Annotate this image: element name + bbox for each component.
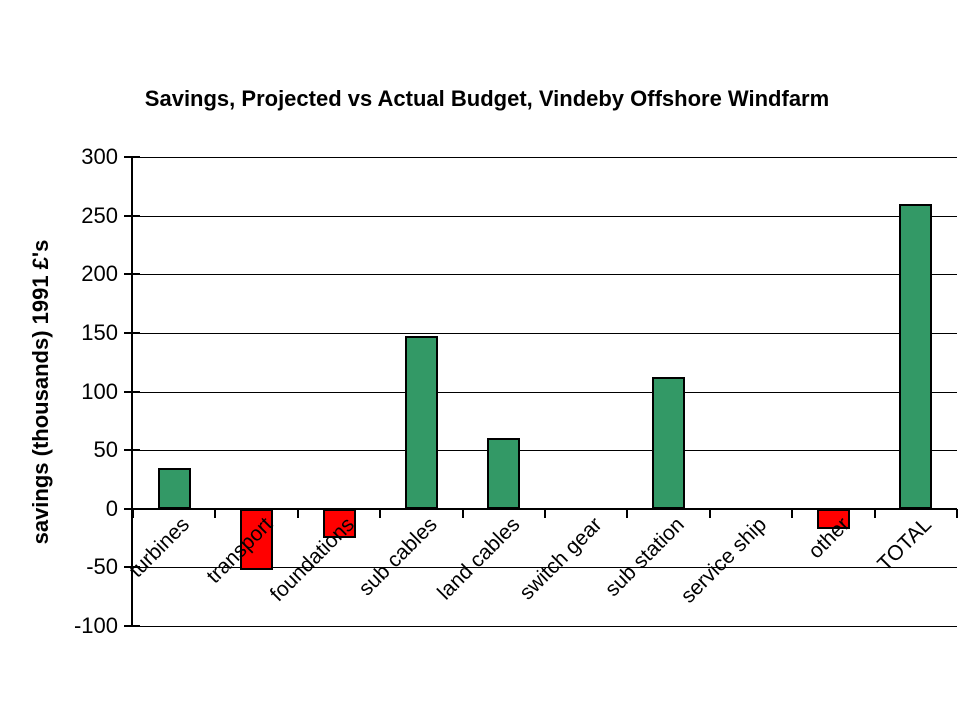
- y-tick-label: 200: [81, 261, 118, 287]
- x-axis-tick: [214, 508, 217, 518]
- y-tick-label: 150: [81, 319, 118, 345]
- x-axis-tick: [626, 508, 629, 518]
- y-tick-label: -50: [86, 554, 118, 580]
- category-label-turbines: turbines: [125, 513, 195, 583]
- bar-sub-station: [652, 377, 686, 509]
- bar-total: [899, 203, 933, 509]
- gridline: [133, 450, 957, 452]
- category-label-foundations: foundations: [266, 513, 360, 607]
- y-tick-label: 250: [81, 202, 118, 228]
- category-label-sub-station: sub station: [600, 513, 689, 602]
- gridline: [133, 626, 957, 627]
- x-axis-tick: [296, 508, 299, 518]
- x-axis-tick: [873, 508, 876, 518]
- bar-land-cables: [487, 438, 521, 509]
- category-label-land-cables: land cables: [432, 513, 525, 605]
- y-tick-label: 0: [105, 495, 118, 521]
- gridline: [133, 391, 957, 393]
- gridline: [133, 215, 957, 217]
- x-axis-tick: [132, 508, 134, 518]
- x-axis-tick: [791, 508, 794, 518]
- bar-turbines: [157, 467, 191, 509]
- gridline: [133, 274, 957, 276]
- category-label-service-ship: service ship: [676, 513, 772, 608]
- y-tick-label: -100: [73, 613, 118, 638]
- y-tick-label: 100: [81, 378, 118, 404]
- category-label-sub-cables: sub cables: [354, 513, 442, 601]
- y-axis-line: [131, 157, 133, 627]
- gridline: [133, 332, 957, 334]
- x-axis-tick: [461, 508, 464, 518]
- x-axis-tick: [379, 508, 382, 518]
- gridline: [133, 567, 957, 569]
- bar-other: [816, 508, 850, 529]
- bar-sub-cables: [404, 336, 438, 509]
- gridline: [133, 157, 957, 158]
- y-tick-label: 50: [93, 437, 118, 463]
- y-tick-label: 300: [81, 144, 118, 169]
- category-label-switch-gear: switch gear: [515, 513, 607, 605]
- chart-title: Savings, Projected vs Actual Budget, Vin…: [144, 86, 830, 111]
- bar-foundations: [322, 508, 356, 539]
- x-axis-tick: [708, 508, 711, 518]
- x-axis-tick: [956, 508, 958, 518]
- bar-transport: [240, 508, 274, 570]
- x-axis-tick: [544, 508, 546, 518]
